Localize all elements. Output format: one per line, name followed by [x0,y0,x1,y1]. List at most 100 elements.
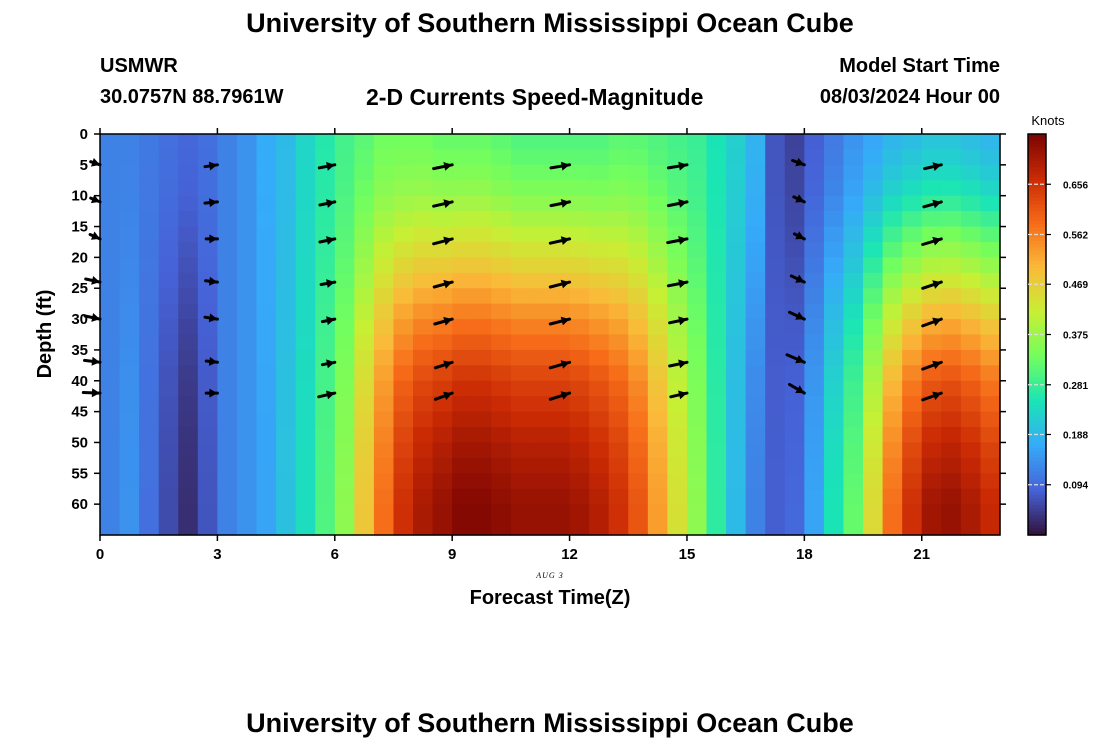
heatmap-cell [843,442,864,459]
heatmap-cell [197,164,218,181]
heatmap-cell [432,473,453,490]
heatmap-cell [706,180,727,197]
heatmap-cell [804,396,825,413]
heatmap-cell [197,473,218,490]
heatmap-cell [452,257,473,274]
heatmap-cell [510,211,532,228]
heatmap-cell [334,257,355,274]
heatmap-cell [315,427,336,444]
heatmap-cell [295,211,316,228]
heatmap-cell [295,334,316,351]
current-arrow-head [326,279,335,288]
heatmap-cell [334,457,355,474]
colorbar-segment [1028,301,1046,306]
heatmap-cell [667,149,688,166]
heatmap-cell [373,149,395,166]
heatmap-cell [804,411,825,428]
heatmap-cell [843,226,864,243]
heatmap-cell [432,180,453,197]
heatmap-cell [217,349,238,366]
heatmap-cell [941,365,962,382]
heatmap-cell [119,134,140,151]
heatmap-cell [882,488,903,505]
heatmap-cell [256,149,277,166]
date-label: AUG 3 [535,571,563,580]
heatmap-cell [745,349,766,366]
heatmap-cell [589,488,610,505]
heatmap-cell [334,488,355,505]
heatmap-cell [452,457,473,474]
heatmap-cell [334,272,355,289]
current-arrow-head [678,316,687,326]
heatmap-cell [960,427,982,444]
heatmap-cell [608,380,629,397]
heatmap-cell [530,180,551,197]
heatmap-cell [843,411,864,428]
heatmap-cell [882,380,903,397]
heatmap-cell [882,241,903,258]
heatmap-cell [882,164,903,181]
heatmap-cell [217,380,238,397]
heatmap-cell [784,396,805,413]
y-tick-label: 45 [71,404,88,421]
heatmap-cell [941,488,962,505]
heatmap-cell [139,319,160,336]
heatmap-cell [354,257,375,274]
heatmap-cell [843,519,864,536]
heatmap-cell [334,303,355,320]
heatmap-cell [902,134,923,151]
heatmap-cell [510,257,532,274]
heatmap-cell [491,257,512,274]
current-arrow-head [326,199,335,208]
heatmap-cell [882,349,903,366]
heatmap-cell [745,134,766,151]
heatmap-cell [393,149,414,166]
heatmap-cell [569,164,590,181]
heatmap-cell [413,473,434,490]
heatmap-cell [276,365,297,382]
heatmap-cell [765,257,786,274]
heatmap-cell [686,272,708,289]
heatmap-cell [804,365,825,382]
heatmap-cell [491,457,512,474]
heatmap-cell [647,427,668,444]
heatmap-cell [334,519,355,536]
heatmap-cell [863,319,884,336]
heatmap-cell [217,195,238,212]
heatmap-cell [139,380,160,397]
heatmap-cell [941,288,962,305]
heatmap-cell [863,272,884,289]
heatmap-cell [647,519,668,536]
heatmap-cell [686,396,708,413]
heatmap-cell [530,288,551,305]
heatmap-cell [354,349,375,366]
colorbar-segment [1028,170,1046,175]
heatmap-cell [745,288,766,305]
heatmap-cell [276,303,297,320]
heatmap-cell [334,442,355,459]
heatmap-cell [608,504,629,521]
heatmap-cell [941,396,962,413]
heatmap-cell [256,272,277,289]
heatmap-cell [882,519,903,536]
heatmap-cell [823,349,845,366]
heatmap-cell [256,349,277,366]
heatmap-cell [295,380,316,397]
heatmap-cell [980,134,1001,151]
heatmap-cell [882,365,903,382]
heatmap-cell [686,365,708,382]
heatmap-cell [941,334,962,351]
heatmap-cell [530,257,551,274]
heatmap-cell [608,319,629,336]
heatmap-cell [413,149,434,166]
heatmap-cell [393,211,414,228]
heatmap-cell [373,396,395,413]
heatmap-cell [843,149,864,166]
heatmap-cell [589,319,610,336]
heatmap-cell [765,272,786,289]
colorbar-segment [1028,464,1046,469]
heatmap-cell [706,272,727,289]
heatmap-cell [667,334,688,351]
heatmap-cell [334,365,355,382]
heatmap-cell [706,241,727,258]
